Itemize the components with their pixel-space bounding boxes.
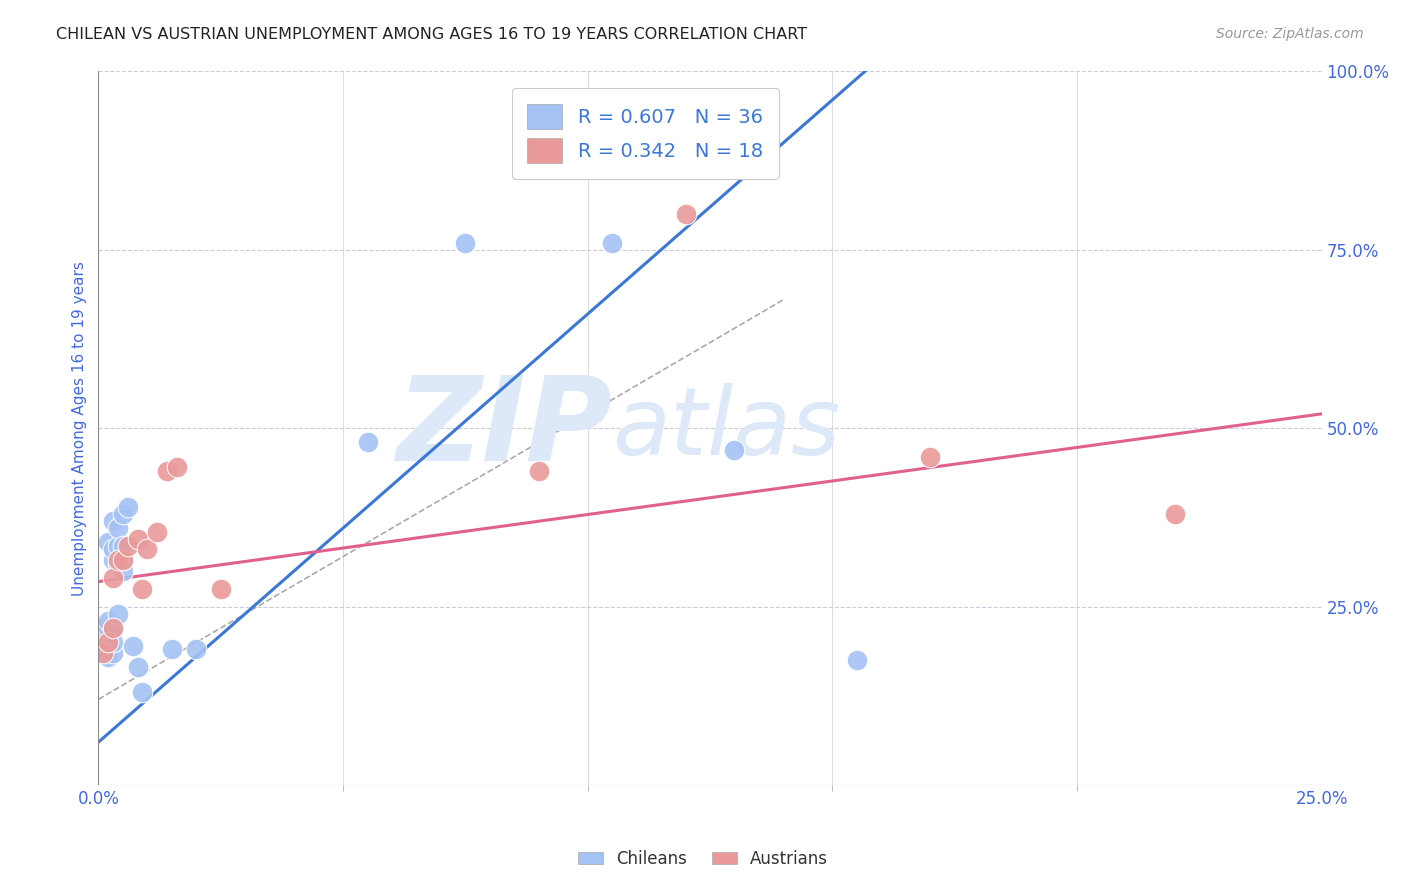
Text: Source: ZipAtlas.com: Source: ZipAtlas.com [1216, 27, 1364, 41]
Point [121, 639, 143, 653]
Point [101, 514, 124, 528]
Text: ZIP: ZIP [396, 371, 612, 485]
Point [146, 524, 169, 539]
Point [101, 621, 124, 635]
Point [107, 539, 129, 553]
Point [101, 635, 124, 649]
Point [91, 639, 114, 653]
Point [117, 539, 139, 553]
Text: CHILEAN VS AUSTRIAN UNEMPLOYMENT AMONG AGES 16 TO 19 YEARS CORRELATION CHART: CHILEAN VS AUSTRIAN UNEMPLOYMENT AMONG A… [56, 27, 807, 42]
Point [111, 553, 134, 567]
Point [97, 628, 120, 642]
Point [97, 635, 120, 649]
Point [156, 464, 179, 478]
Point [186, 642, 208, 657]
Point [97, 535, 120, 549]
Point [1164, 507, 1187, 521]
Point [101, 542, 124, 557]
Point [131, 582, 153, 596]
Text: atlas: atlas [612, 383, 841, 474]
Legend: Chileans, Austrians: Chileans, Austrians [571, 844, 835, 875]
Point [91, 624, 114, 639]
Point [91, 646, 114, 660]
Point [97, 649, 120, 664]
Point [845, 653, 868, 667]
Point [107, 557, 129, 571]
Y-axis label: Unemployment Among Ages 16 to 19 years: Unemployment Among Ages 16 to 19 years [72, 260, 87, 596]
Point [111, 507, 134, 521]
Point [454, 235, 477, 250]
Point [107, 607, 129, 621]
Point [127, 532, 149, 546]
Point [97, 621, 120, 635]
Point [166, 460, 188, 475]
Point [91, 632, 114, 646]
Point [600, 235, 623, 250]
Point [101, 571, 124, 585]
Point [111, 539, 134, 553]
Point [107, 521, 129, 535]
Point [136, 542, 159, 557]
Point [160, 642, 183, 657]
Point [111, 564, 134, 578]
Point [101, 646, 124, 660]
Point [920, 450, 942, 464]
Point [91, 621, 114, 635]
Legend: R = 0.607   N = 36, R = 0.342   N = 18: R = 0.607 N = 36, R = 0.342 N = 18 [512, 88, 779, 179]
Point [117, 500, 139, 514]
Point [209, 582, 232, 596]
Point [127, 660, 149, 674]
Point [111, 553, 134, 567]
Point [723, 442, 745, 457]
Point [97, 614, 120, 628]
Point [356, 435, 378, 450]
Point [107, 553, 129, 567]
Point [101, 621, 124, 635]
Point [101, 553, 124, 567]
Point [527, 464, 550, 478]
Point [97, 635, 120, 649]
Point [91, 646, 114, 660]
Point [675, 207, 697, 221]
Point [131, 685, 153, 699]
